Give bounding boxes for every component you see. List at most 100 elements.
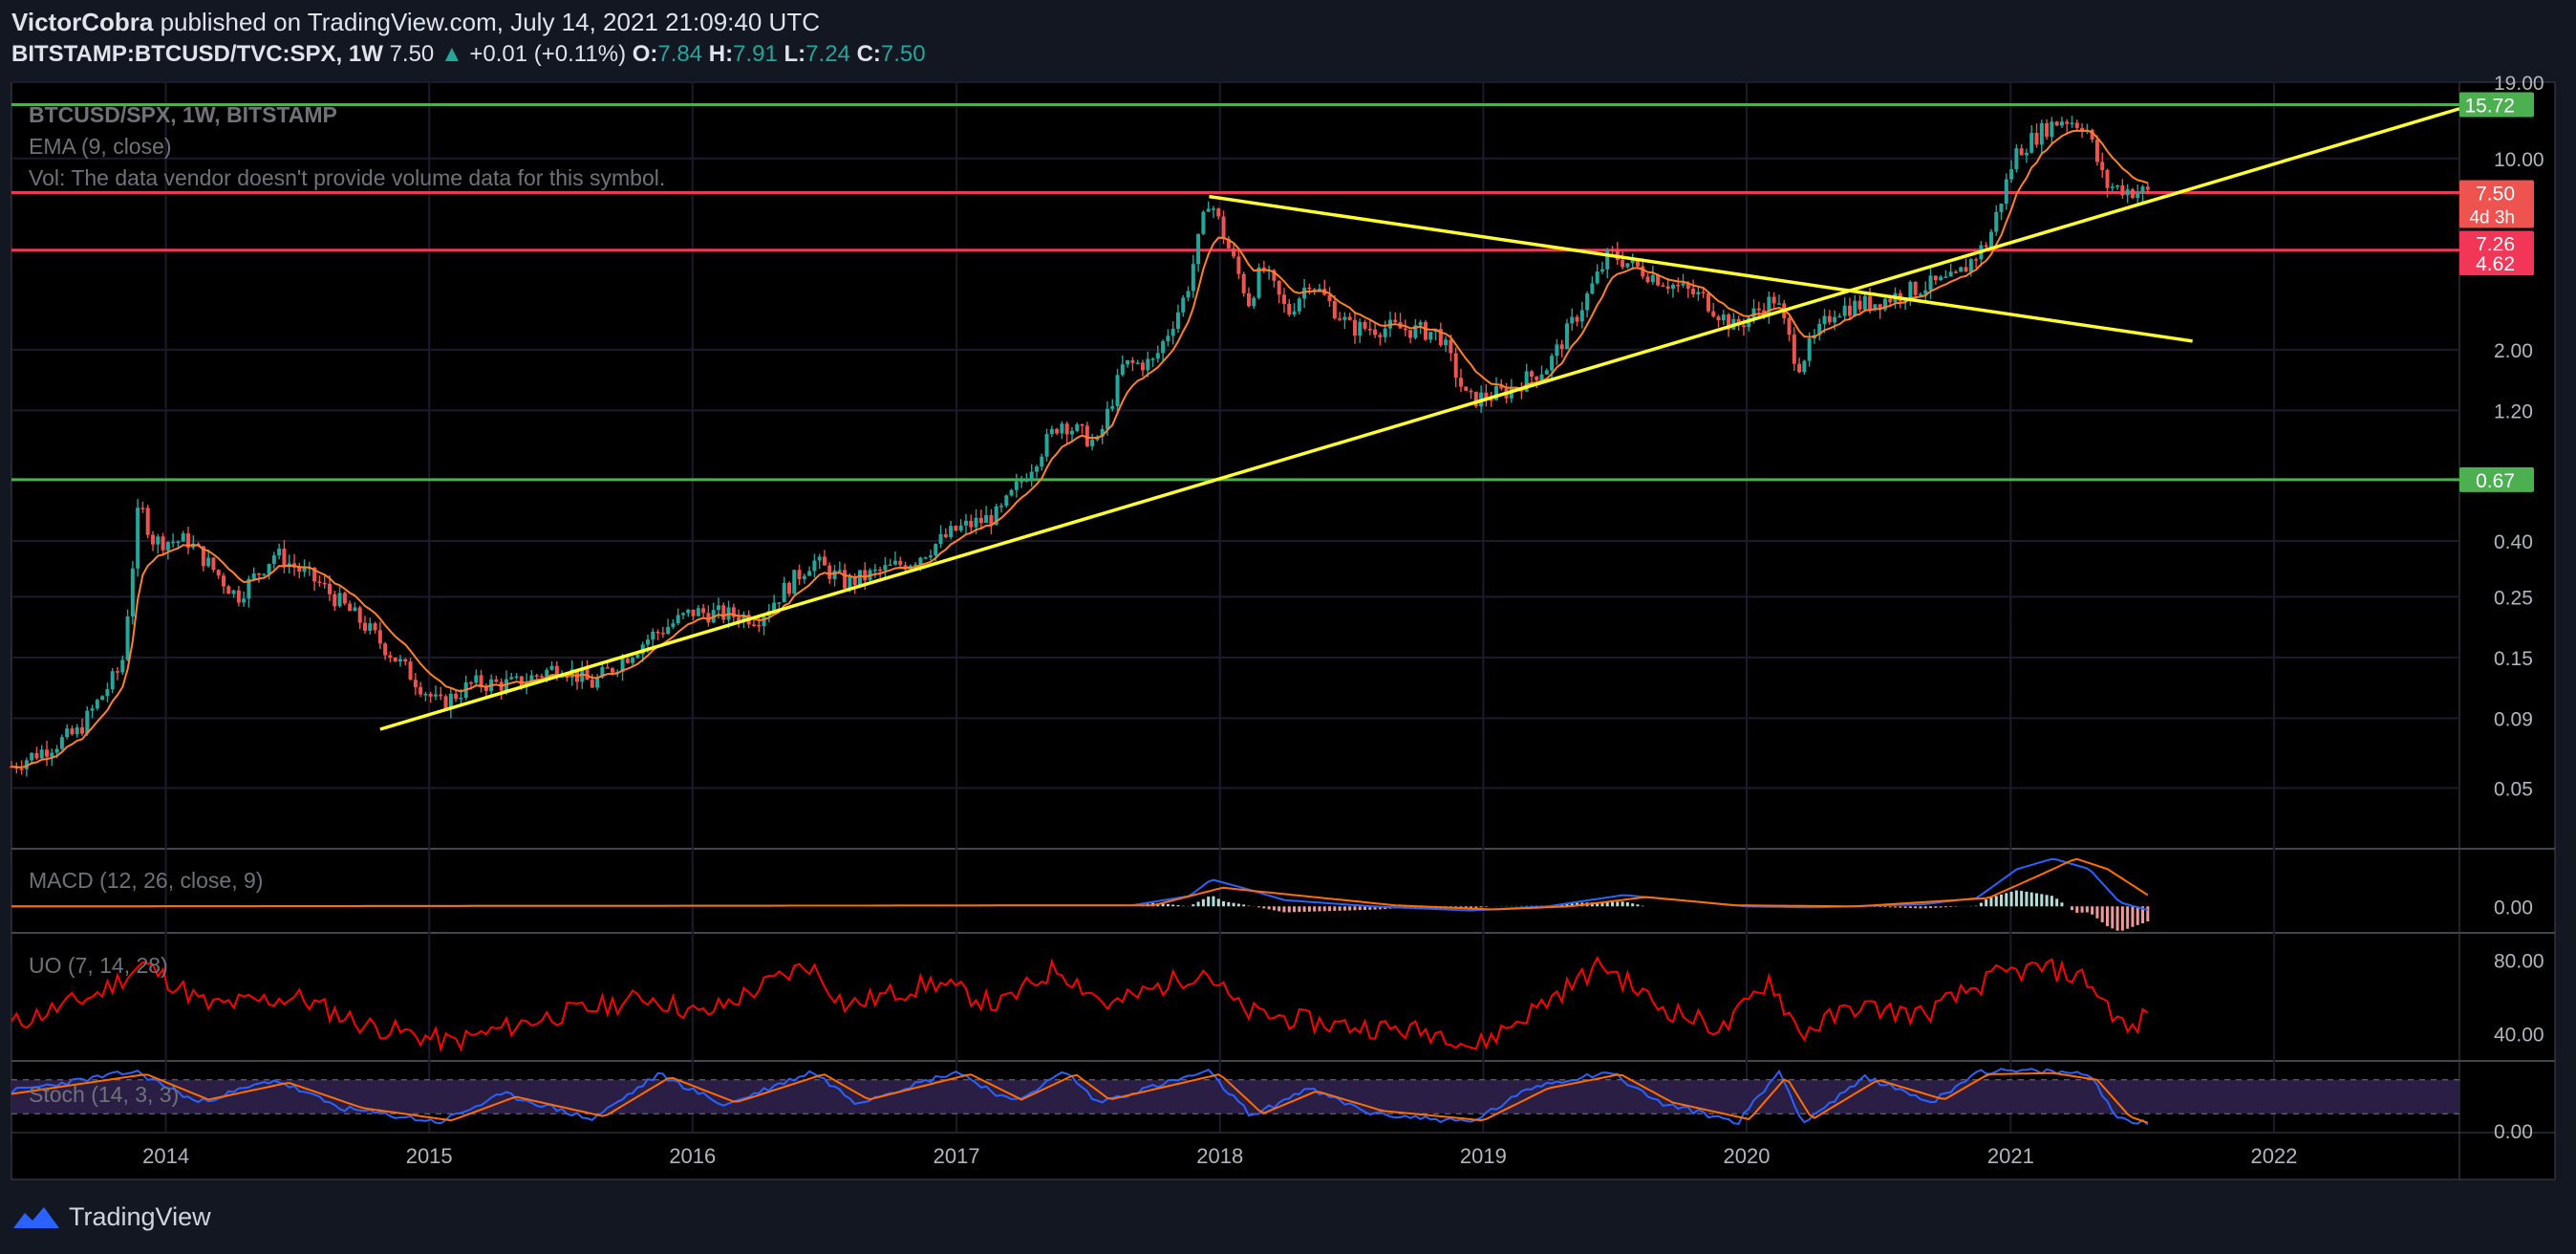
high-value: 7.91 <box>733 41 778 67</box>
candle-body <box>1641 266 1645 277</box>
candle-body <box>1358 321 1363 336</box>
candle-body <box>1287 304 1292 315</box>
close-label: C: <box>856 41 881 67</box>
candle-body <box>1342 316 1347 320</box>
candle-body <box>1691 288 1696 294</box>
macd-label: MACD (12, 26, close, 9) <box>29 868 263 893</box>
candle-body <box>998 506 1003 508</box>
x-tick-label: 2015 <box>406 1144 453 1168</box>
candle-body <box>1261 267 1266 270</box>
candle-body <box>1621 260 1625 268</box>
price-label-box <box>2459 466 2534 492</box>
candle-body <box>454 693 459 700</box>
candle-body <box>892 560 897 565</box>
uo-line <box>11 955 2149 1053</box>
candle-body <box>660 633 665 635</box>
candle-body <box>671 623 676 627</box>
candle-body <box>1847 305 1852 316</box>
candle-body <box>1166 335 1170 341</box>
last-price: 7.50 <box>389 41 435 67</box>
candle-body <box>161 536 165 551</box>
macd-pane[interactable]: 0.00 <box>11 857 2533 931</box>
candle-body <box>1959 267 1964 272</box>
candle-body <box>1069 430 1074 435</box>
y-tick-label: 2.00 <box>2494 340 2533 362</box>
candle-body <box>994 506 998 526</box>
candle-body <box>1458 378 1463 387</box>
candle-body <box>680 613 685 616</box>
x-tick-label: 2022 <box>2250 1144 2297 1168</box>
candle-body <box>1383 328 1387 337</box>
uo-pane[interactable]: 80.00 40.00 <box>11 951 2544 1053</box>
candle-body <box>327 583 332 595</box>
candle-body <box>1352 319 1357 336</box>
candle-body <box>888 564 892 567</box>
candle-body <box>1120 364 1125 376</box>
candle-body <box>2039 122 2044 145</box>
candle-body <box>39 749 44 759</box>
candle-body <box>1004 495 1009 507</box>
tradingview-logo-icon[interactable] <box>11 1203 61 1232</box>
candle-body <box>1564 323 1569 350</box>
price-label-countdown: 4d 3h <box>2469 208 2515 228</box>
candle-body <box>1579 310 1584 322</box>
candle-body <box>565 676 569 679</box>
stoch-label: Stoch (14, 3, 3) <box>29 1082 179 1107</box>
candle-body <box>337 593 342 607</box>
candle-body <box>934 544 938 556</box>
candle-body <box>1332 301 1337 319</box>
candle-body <box>1241 273 1246 293</box>
candle-body <box>1817 323 1822 335</box>
candle-body <box>777 602 782 604</box>
open-label: O: <box>632 41 658 67</box>
candle-body <box>1797 363 1802 373</box>
stoch-pane[interactable]: 0.00 <box>11 1068 2533 1143</box>
candle-body <box>827 565 832 579</box>
candle-body <box>1837 315 1842 318</box>
candle-body <box>1524 371 1529 392</box>
candle-body <box>206 557 211 567</box>
low-value: 7.24 <box>805 41 850 67</box>
candle-body <box>1913 281 1918 295</box>
candle-body <box>837 570 842 572</box>
candle-body <box>913 564 918 567</box>
candle-body <box>1075 424 1080 431</box>
candle-body <box>2094 139 2099 162</box>
candle-body <box>1610 249 1615 251</box>
candle-body <box>302 568 307 573</box>
candle-body <box>595 677 600 688</box>
candle-body <box>362 622 367 631</box>
candle-body <box>1393 319 1398 323</box>
candle-body <box>1665 286 1670 290</box>
ema-line <box>11 129 2149 768</box>
candle-body <box>353 607 357 612</box>
candle-body <box>2059 121 2064 126</box>
candle-body <box>483 686 488 692</box>
candle-body <box>2034 132 2039 145</box>
price-pane[interactable]: 15.72 7.50 4d 3h 7.264.62 0.67 <box>10 92 2534 777</box>
candle-body <box>1049 428 1054 435</box>
candle-body <box>2009 169 2014 180</box>
candle-body <box>2024 152 2029 156</box>
candle-body <box>1857 300 1862 310</box>
candle-body <box>1888 298 1893 303</box>
candle-body <box>928 555 933 558</box>
y-tick-label: 0.09 <box>2494 708 2533 730</box>
candle-body <box>757 624 762 627</box>
candle-body <box>419 686 423 695</box>
author-name[interactable]: VictorCobra <box>11 8 154 36</box>
uo-y-tick: 40.00 <box>2494 1024 2544 1046</box>
candle-body <box>969 520 974 528</box>
candle-body <box>2120 185 2125 196</box>
candle-body <box>277 549 282 556</box>
candle-body <box>90 708 95 711</box>
candle-body <box>1464 386 1469 391</box>
candle-body <box>1676 284 1681 287</box>
brand-name[interactable]: TradingView <box>69 1202 211 1231</box>
candle-body <box>1807 338 1812 361</box>
candle-body <box>1064 423 1069 435</box>
candle-body <box>1555 344 1559 357</box>
candle-body <box>1110 405 1115 409</box>
candle-body <box>1146 358 1150 371</box>
